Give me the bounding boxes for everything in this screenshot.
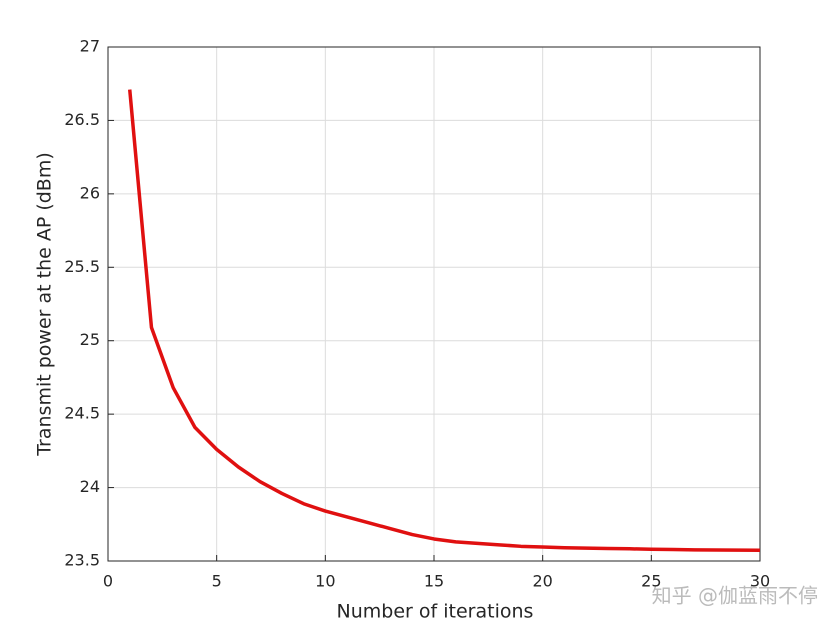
y-tick-label: 27: [80, 37, 100, 56]
watermark: 知乎 @伽蓝雨不停: [652, 584, 818, 608]
data-line: [127, 89, 761, 553]
x-tick-label: 25: [641, 572, 661, 591]
y-tick-label: 26: [80, 183, 100, 202]
plot-frame: [107, 46, 761, 562]
y-tick-label: 24: [80, 477, 100, 496]
y-tick-label: 23.5: [64, 551, 100, 570]
x-tick-label: 10: [315, 572, 335, 591]
x-axis-label: Number of iterations: [337, 601, 534, 623]
x-tick-label: 20: [532, 572, 552, 591]
x-tick-label: 15: [424, 572, 444, 591]
y-tick-label: 26.5: [64, 110, 100, 129]
x-tick-label: 0: [103, 572, 113, 591]
y-tick-label: 25: [80, 330, 100, 349]
y-tick-label: 24.5: [64, 404, 100, 423]
y-tick-label: 25.5: [64, 257, 100, 276]
x-tick-label: 5: [212, 572, 222, 591]
y-axis-label: Transmit power at the AP (dBm): [34, 152, 56, 457]
x-tick-label: 30: [750, 572, 770, 591]
